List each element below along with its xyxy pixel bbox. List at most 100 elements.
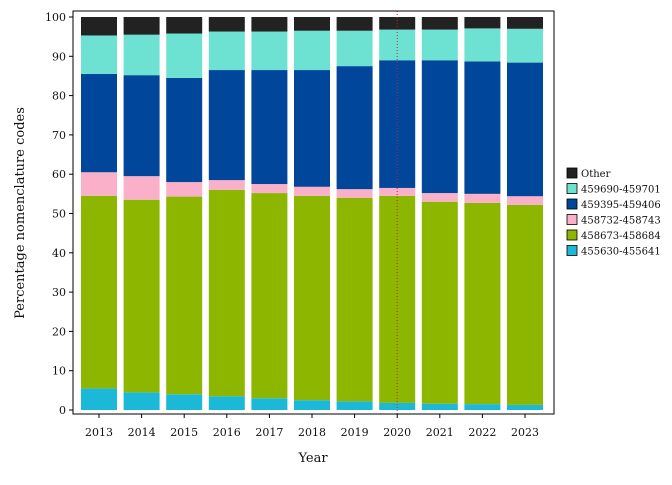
bar-2021-455630-455641 (421, 403, 458, 410)
bar-2013-459690-459701 (81, 35, 117, 74)
bar-2019-459395-459406 (336, 66, 373, 190)
x-axis-title: Year (297, 451, 328, 466)
bar-stack-2020 (379, 17, 416, 410)
bar-2023-458673-458684 (507, 204, 543, 405)
bar-2015-458732-458743 (166, 182, 203, 197)
bar-2016-458732-458743 (208, 180, 245, 190)
bar-2017-458732-458743 (251, 184, 288, 194)
bar-2021-other (421, 17, 458, 30)
bar-2022-458732-458743 (464, 193, 501, 203)
bar-2013-455630-455641 (81, 388, 117, 410)
bar-2015-459395-459406 (166, 77, 203, 183)
y-axis-title: Percentage nomenclature codes (13, 107, 28, 319)
x-tick-label-2018: 2018 (298, 426, 326, 439)
bar-2023-455630-455641 (507, 404, 543, 410)
bar-2017-455630-455641 (251, 398, 288, 410)
y-tick-label-90: 90 (52, 50, 66, 63)
bar-2020-455630-455641 (379, 402, 416, 410)
bar-2014-459395-459406 (123, 75, 160, 177)
bar-2015-455630-455641 (166, 394, 203, 410)
bar-2015-other (166, 17, 203, 34)
bar-stack-2015 (166, 17, 203, 410)
y-tick-label-50: 50 (52, 208, 66, 221)
bar-2016-459395-459406 (208, 70, 245, 181)
bar-2022-other (464, 17, 501, 29)
bar-2021-459395-459406 (421, 60, 458, 194)
bar-2023-459690-459701 (507, 28, 543, 63)
x-tick-label-2023: 2023 (511, 426, 539, 439)
plot-panel-border (72, 10, 555, 415)
y-tick-label-20: 20 (52, 325, 66, 338)
legend-label-459395-459406: 459395-459406 (581, 200, 661, 211)
legend-key-458732-458743 (566, 214, 578, 225)
bar-2022-455630-455641 (464, 404, 501, 410)
legend-label-other: Other (581, 169, 611, 180)
bar-2013-459395-459406 (81, 73, 117, 173)
legend-key-459690-459701 (566, 183, 578, 194)
bar-stack-2014 (123, 17, 160, 410)
x-tick-label-2020: 2020 (383, 426, 411, 439)
bar-2014-459690-459701 (123, 34, 160, 76)
bar-stack-2022 (464, 17, 501, 410)
bar-stack-2017 (251, 17, 288, 410)
bar-2019-459690-459701 (336, 30, 373, 67)
bar-2023-other (507, 17, 543, 29)
bar-2018-458732-458743 (294, 186, 330, 196)
y-axis: 0 10 20 30 40 50 60 70 80 90 100 (45, 11, 73, 417)
bar-stack-2019 (336, 17, 373, 410)
legend-label-458673-458684: 458673-458684 (581, 231, 661, 242)
x-tick-label-2016: 2016 (213, 426, 241, 439)
bar-2017-459690-459701 (251, 31, 288, 71)
bar-2014-458732-458743 (123, 176, 160, 200)
bar-2013-other (81, 17, 117, 36)
bar-2017-458673-458684 (251, 193, 288, 399)
legend-label-459690-459701: 459690-459701 (581, 185, 661, 196)
bar-2014-other (123, 17, 160, 35)
bar-2022-459395-459406 (464, 61, 501, 194)
bar-2015-459690-459701 (166, 33, 203, 78)
legend-key-other (566, 167, 578, 179)
bar-2023-459395-459406 (507, 62, 543, 197)
bar-2016-other (208, 17, 245, 32)
bar-2019-other (336, 17, 373, 31)
x-tick-label-2021: 2021 (426, 426, 454, 439)
bar-2021-458732-458743 (421, 193, 458, 202)
bar-stack-2016 (208, 17, 245, 410)
y-tick-label-60: 60 (52, 168, 66, 181)
y-tick-label-0: 0 (59, 404, 66, 417)
bar-2021-458673-458684 (421, 201, 458, 404)
legend-key-459395-459406 (566, 198, 578, 210)
x-tick-label-2014: 2014 (128, 426, 156, 439)
bar-2013-458673-458684 (81, 195, 117, 389)
bar-2021-459690-459701 (421, 29, 458, 61)
bar-2016-455630-455641 (208, 396, 245, 410)
bar-stack-2018 (294, 17, 330, 410)
bar-2017-459395-459406 (251, 70, 288, 185)
bar-2014-458673-458684 (123, 199, 160, 393)
y-tick-label-10: 10 (52, 365, 66, 378)
x-tick-label-2019: 2019 (341, 426, 369, 439)
bar-2016-458673-458684 (208, 189, 245, 397)
bar-2017-other (251, 17, 288, 32)
legend-key-458673-458684 (566, 229, 578, 241)
y-tick-label-30: 30 (52, 286, 66, 299)
bar-2018-458673-458684 (294, 195, 330, 401)
bar-stack-2013 (81, 17, 117, 410)
bar-2016-459690-459701 (208, 31, 245, 71)
bar-2022-458673-458684 (464, 202, 501, 405)
y-tick-label-80: 80 (52, 90, 66, 103)
bar-2022-459690-459701 (464, 28, 501, 62)
bar-2015-458673-458684 (166, 196, 203, 395)
bar-2018-455630-455641 (294, 400, 330, 410)
legend-label-458732-458743: 458732-458743 (581, 216, 661, 227)
bar-2019-458732-458743 (336, 189, 373, 198)
x-tick-label-2017: 2017 (255, 426, 283, 439)
x-tick-label-2013: 2013 (85, 426, 113, 439)
x-tick-label-2015: 2015 (170, 426, 198, 439)
bar-2023-458732-458743 (507, 196, 543, 205)
bar-2014-455630-455641 (123, 392, 160, 410)
legend-label-455630-455641: 455630-455641 (581, 247, 661, 258)
x-tick-label-2022: 2022 (468, 426, 496, 439)
